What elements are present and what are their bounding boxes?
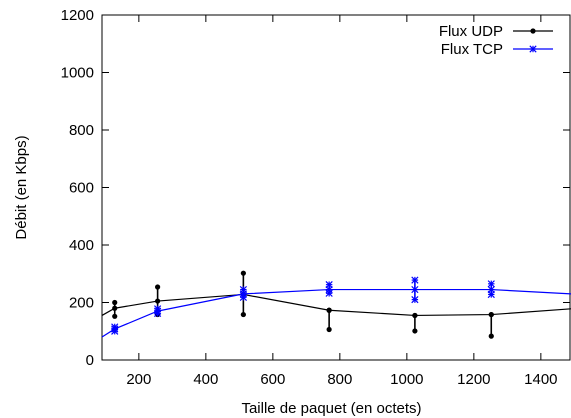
error-bar-marker	[155, 284, 161, 290]
x-tick-label: 800	[327, 371, 352, 388]
data-point	[153, 307, 162, 315]
series-0	[101, 270, 571, 339]
y-tick-label: 1000	[61, 65, 94, 82]
x-tick-label: 600	[260, 371, 285, 388]
error-bar-marker	[487, 280, 495, 288]
data-point	[112, 305, 118, 311]
series-line	[101, 288, 571, 338]
y-tick-label: 0	[86, 352, 94, 369]
y-tick-label: 200	[69, 295, 94, 312]
x-axis-label: Taille de paquet (en octets)	[241, 400, 421, 417]
data-point	[487, 285, 495, 294]
x-tick-label: 1400	[524, 371, 557, 388]
y-tick-label: 600	[69, 180, 94, 197]
error-bar-marker	[240, 270, 246, 276]
x-tick-label: 200	[126, 371, 151, 388]
error-bar-marker	[240, 311, 246, 318]
x-tick-label: 1200	[457, 371, 490, 388]
y-tick-label: 400	[69, 237, 94, 254]
data-point	[412, 312, 418, 319]
x-tick-label: 400	[193, 371, 218, 388]
legend-entry: Flux TCP	[441, 41, 553, 58]
data-point	[488, 311, 494, 318]
data-point	[411, 285, 419, 294]
error-bar-marker	[412, 328, 418, 334]
y-axis-label: Débit (en Kbps)	[13, 135, 30, 239]
error-bar-marker	[326, 326, 332, 333]
legend-entry: Flux UDP	[439, 23, 553, 40]
data-point	[239, 290, 247, 298]
legend-label: Flux UDP	[439, 23, 503, 40]
legend-marker	[530, 28, 536, 34]
error-bar-marker	[488, 333, 494, 339]
data-point	[111, 325, 119, 333]
error-bar-marker	[112, 313, 118, 319]
error-bar-marker	[411, 276, 419, 284]
data-point	[326, 307, 332, 313]
series-1	[101, 276, 571, 338]
x-tick-label: 1000	[390, 371, 423, 388]
data-point	[325, 285, 333, 294]
y-tick-label: 800	[69, 122, 94, 139]
legend-marker	[529, 45, 537, 53]
error-bar-marker	[112, 299, 118, 306]
data-point	[155, 298, 161, 304]
series-line	[101, 293, 571, 317]
error-bar-marker	[411, 296, 419, 304]
y-tick-label: 1200	[61, 7, 94, 24]
legend-label: Flux TCP	[441, 41, 503, 58]
